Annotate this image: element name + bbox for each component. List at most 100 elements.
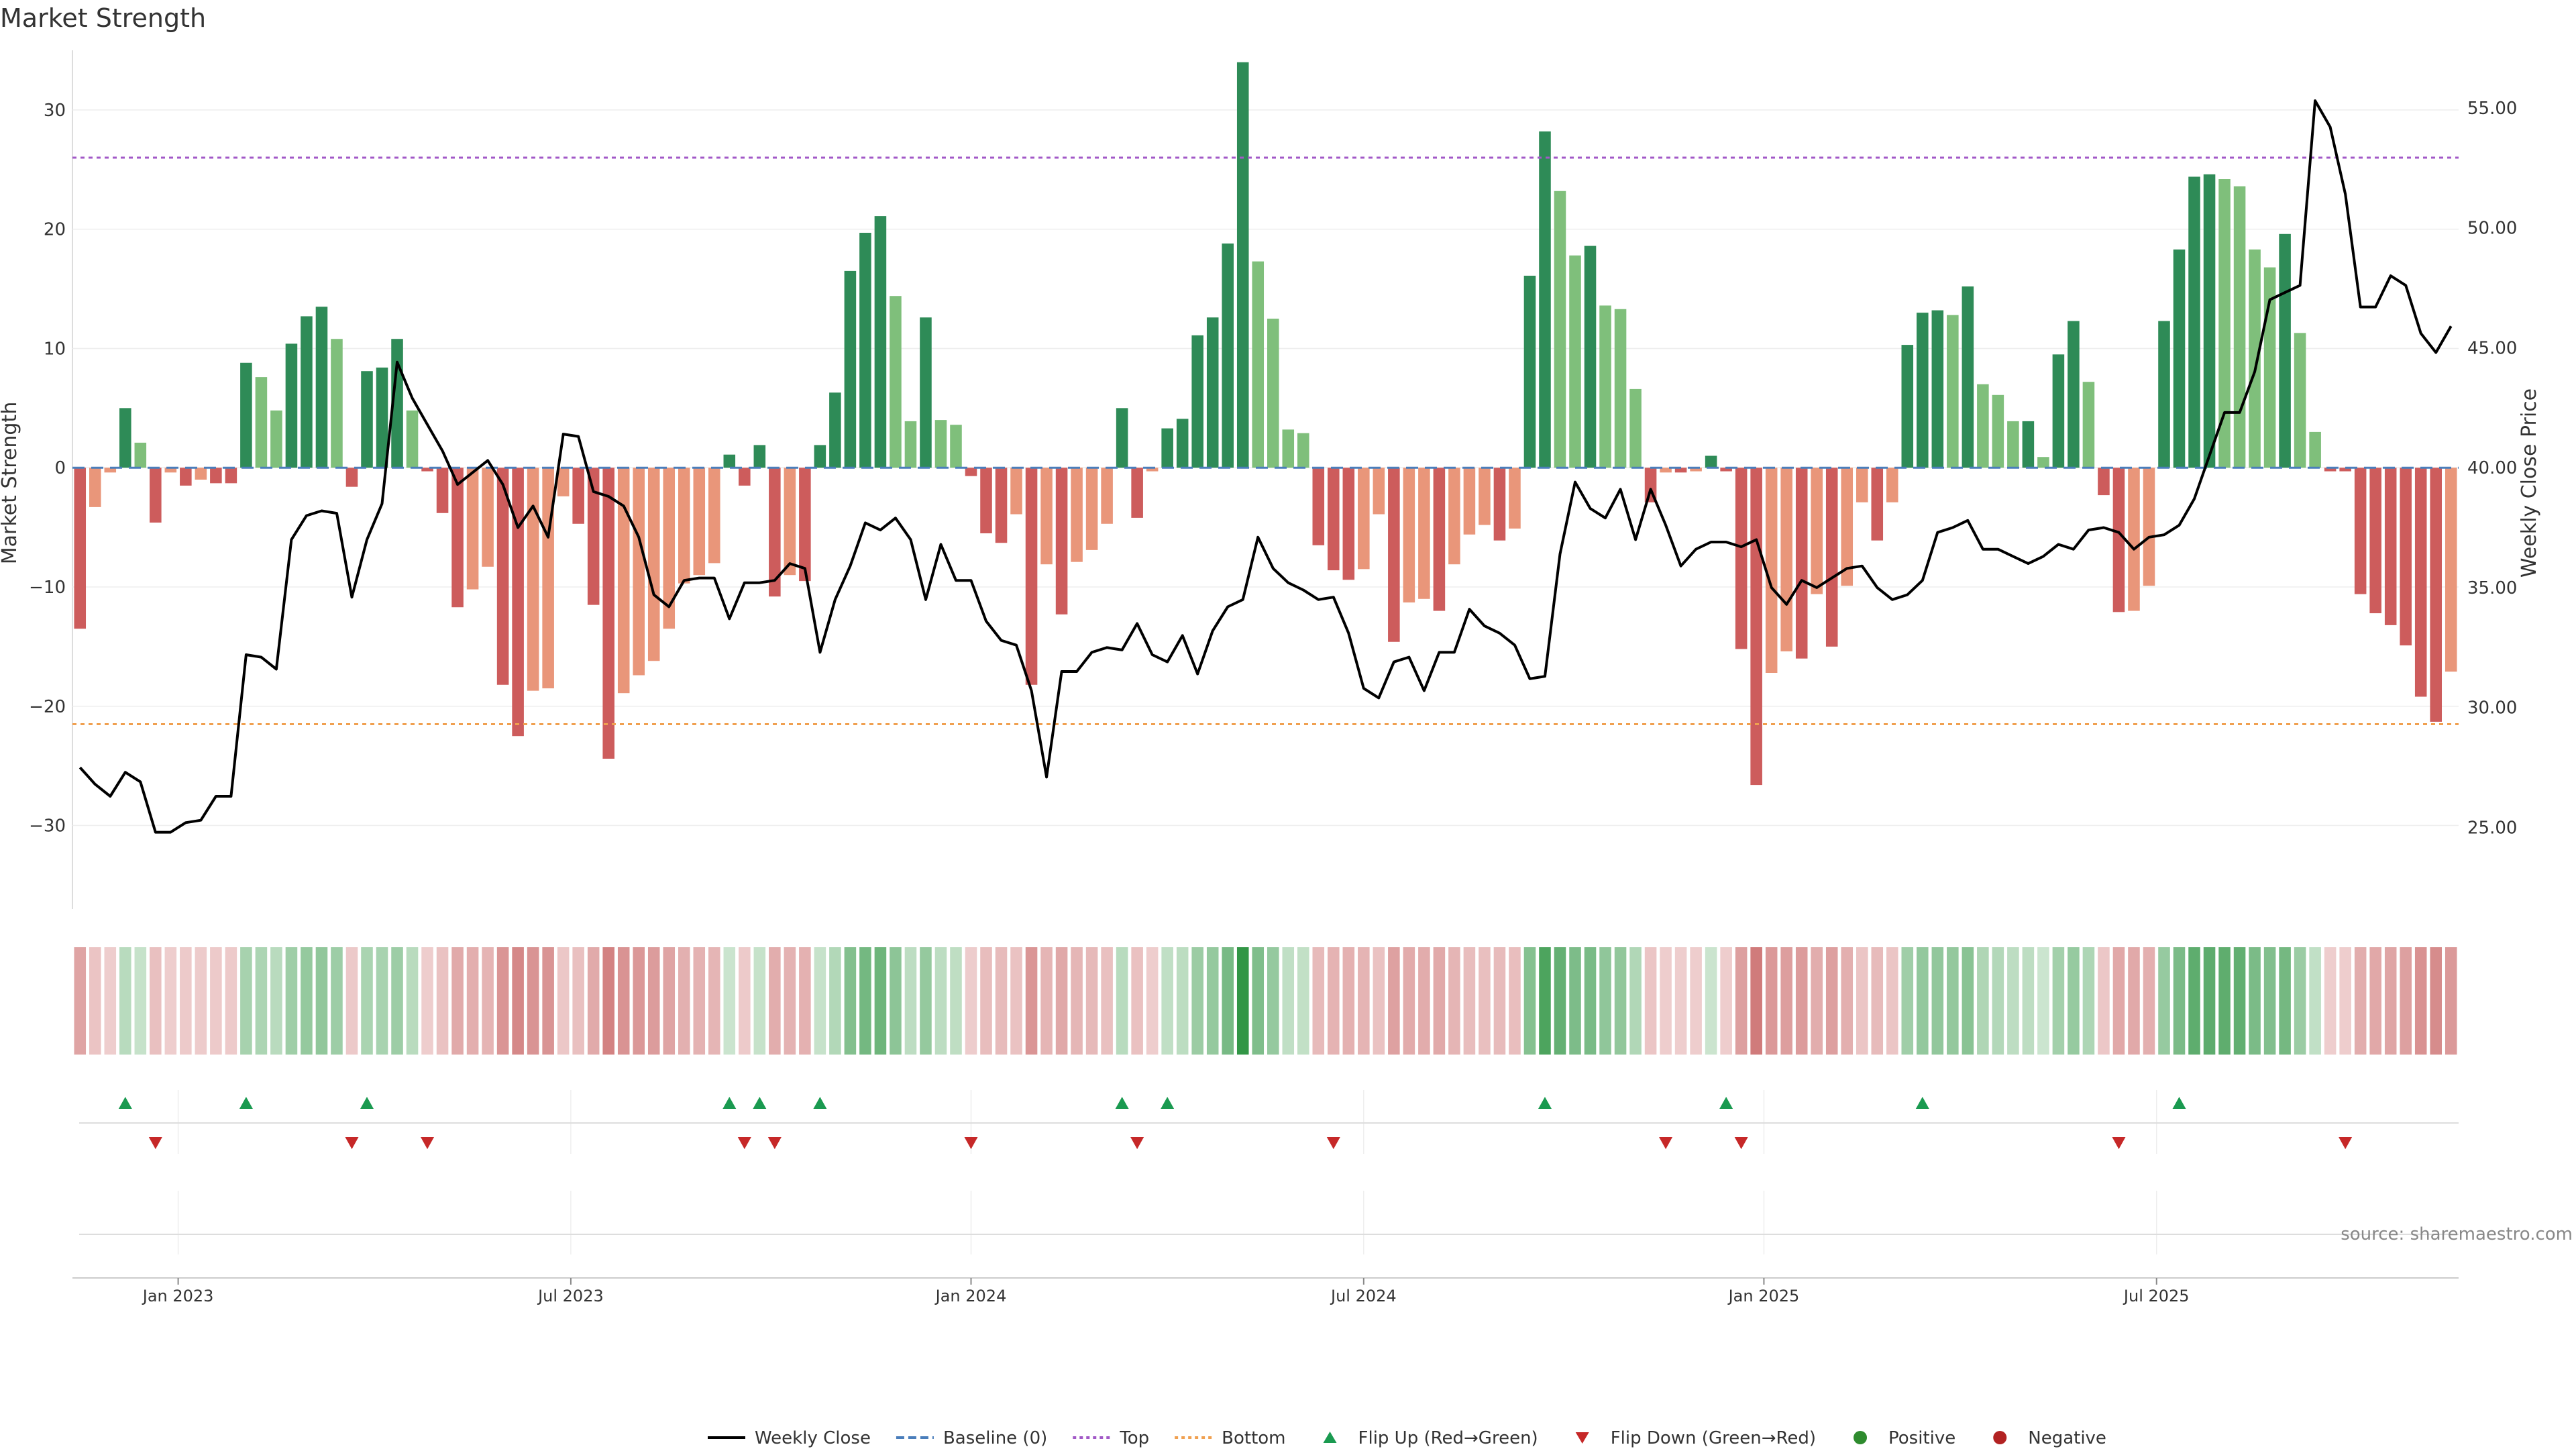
legend-swatch (1575, 1432, 1589, 1444)
chart-title: Market Strength (0, 3, 206, 33)
heat-strip-cell (2007, 947, 2019, 1055)
heat-strip-cell (844, 947, 857, 1055)
strength-bar (2309, 431, 2321, 468)
y-tick-label: 0 (54, 458, 66, 478)
heat-strip-cell (1917, 947, 1929, 1055)
y2-axis-label: Weekly Close Price (2518, 388, 2541, 578)
strength-bar (1660, 468, 1672, 473)
heat-strip-cell (195, 947, 207, 1055)
strength-bar (1765, 468, 1778, 673)
y-tick-label: 30 (44, 101, 66, 121)
strength-bar (2249, 249, 2261, 468)
strength-bar (799, 468, 811, 582)
flip-down-marker (421, 1137, 435, 1149)
flip-up-marker (239, 1097, 253, 1109)
flip-up-marker (118, 1097, 132, 1109)
heat-strip-cell (2037, 947, 2049, 1055)
strength-bar (2143, 468, 2155, 586)
heat-strip-cell (361, 947, 373, 1055)
strength-bar (1433, 468, 1446, 611)
strength-bar (315, 307, 328, 468)
strength-bar (1690, 468, 1702, 472)
close-line-layer (78, 99, 2453, 834)
heat-strip-cell (74, 947, 87, 1055)
strength-bar (753, 445, 766, 468)
flip-up-marker (1538, 1097, 1552, 1109)
strength-bar (1554, 191, 1566, 468)
heat-strip-cell (769, 947, 781, 1055)
strength-bar (1010, 468, 1022, 515)
strength-bar (1358, 468, 1370, 570)
strength-bar (1161, 428, 1173, 468)
strength-bar (2037, 457, 2049, 468)
heat-strip-cell (2203, 947, 2216, 1055)
heat-strip-cell (2068, 947, 2080, 1055)
y-axis: 30 20 10 0 −10 −20 −30 (29, 101, 66, 837)
legend-item: Flip Down (Green→Red) (1575, 1428, 1816, 1448)
heat-strip-cell (2128, 947, 2140, 1055)
heat-strip-cell (512, 947, 524, 1055)
heat-strip-cell (1493, 947, 1506, 1055)
heat-strip-cell (1403, 947, 1415, 1055)
heat-strip-cell (1554, 947, 1566, 1055)
x-tick-label: Jan 2023 (142, 1287, 214, 1305)
strength-bar (1131, 468, 1143, 518)
heat-strip-cell (1191, 947, 1203, 1055)
strength-bar (980, 468, 992, 533)
strength-bar (859, 233, 871, 468)
heat-strip-cell (1161, 947, 1173, 1055)
heat-strip-cell (119, 947, 131, 1055)
heat-strip-cell (1780, 947, 1792, 1055)
legend-item: Baseline (0) (896, 1428, 1047, 1448)
heat-strip-cell (995, 947, 1008, 1055)
strength-bar (225, 468, 237, 484)
heat-strip-cell (1312, 947, 1325, 1055)
y-tick-label: −20 (29, 697, 66, 717)
heat-strip-cell (647, 947, 660, 1055)
strength-bar (2203, 174, 2216, 468)
heat-strip-cell (2052, 947, 2065, 1055)
strength-bar (2384, 468, 2397, 625)
y2-tick-label: 35.00 (2467, 578, 2517, 598)
strength-bar (2082, 382, 2095, 468)
strength-bar (406, 410, 419, 468)
strength-bar (557, 468, 570, 496)
heat-strip-cell (1674, 947, 1687, 1055)
strength-bar (663, 468, 676, 629)
strength-bar (1917, 313, 1929, 468)
heat-strip-cell (1267, 947, 1279, 1055)
heat-strip-cell (2339, 947, 2351, 1055)
heat-strip-cell (2022, 947, 2035, 1055)
heat-strip-cell (270, 947, 282, 1055)
strength-bar (1780, 468, 1792, 651)
strength-bar (2007, 421, 2019, 468)
heat-strip-cell (1992, 947, 2004, 1055)
legend-label: Positive (1888, 1428, 1955, 1448)
strength-bar (1403, 468, 1415, 603)
strength-bar (361, 371, 373, 468)
strength-bar (119, 408, 131, 468)
heat-strip-cell (2082, 947, 2095, 1055)
legend-label: Flip Up (Red→Green) (1358, 1428, 1538, 1448)
heat-strip-cell (1236, 947, 1249, 1055)
legend-item: Top (1073, 1428, 1149, 1448)
strength-bar (602, 468, 614, 759)
strength-bar (678, 468, 690, 584)
heat-strip-cell (1040, 947, 1053, 1055)
heat-strip-cell (1463, 947, 1476, 1055)
heat-strip-cell (2249, 947, 2261, 1055)
strength-bar (527, 468, 539, 691)
strength-bar (874, 216, 887, 468)
heat-strip-cell (2233, 947, 2246, 1055)
strength-bar (1236, 62, 1249, 468)
heat-strip-cell (1871, 947, 1884, 1055)
heat-strip-cell (1297, 947, 1309, 1055)
strength-bar (2188, 176, 2200, 468)
y2-tick-label: 50.00 (2467, 219, 2517, 239)
heat-strip-cell (180, 947, 192, 1055)
heat-strip-cell (859, 947, 871, 1055)
heat-strip (74, 947, 2457, 1055)
heat-strip-cell (1947, 947, 1959, 1055)
strength-bar (2354, 468, 2367, 594)
